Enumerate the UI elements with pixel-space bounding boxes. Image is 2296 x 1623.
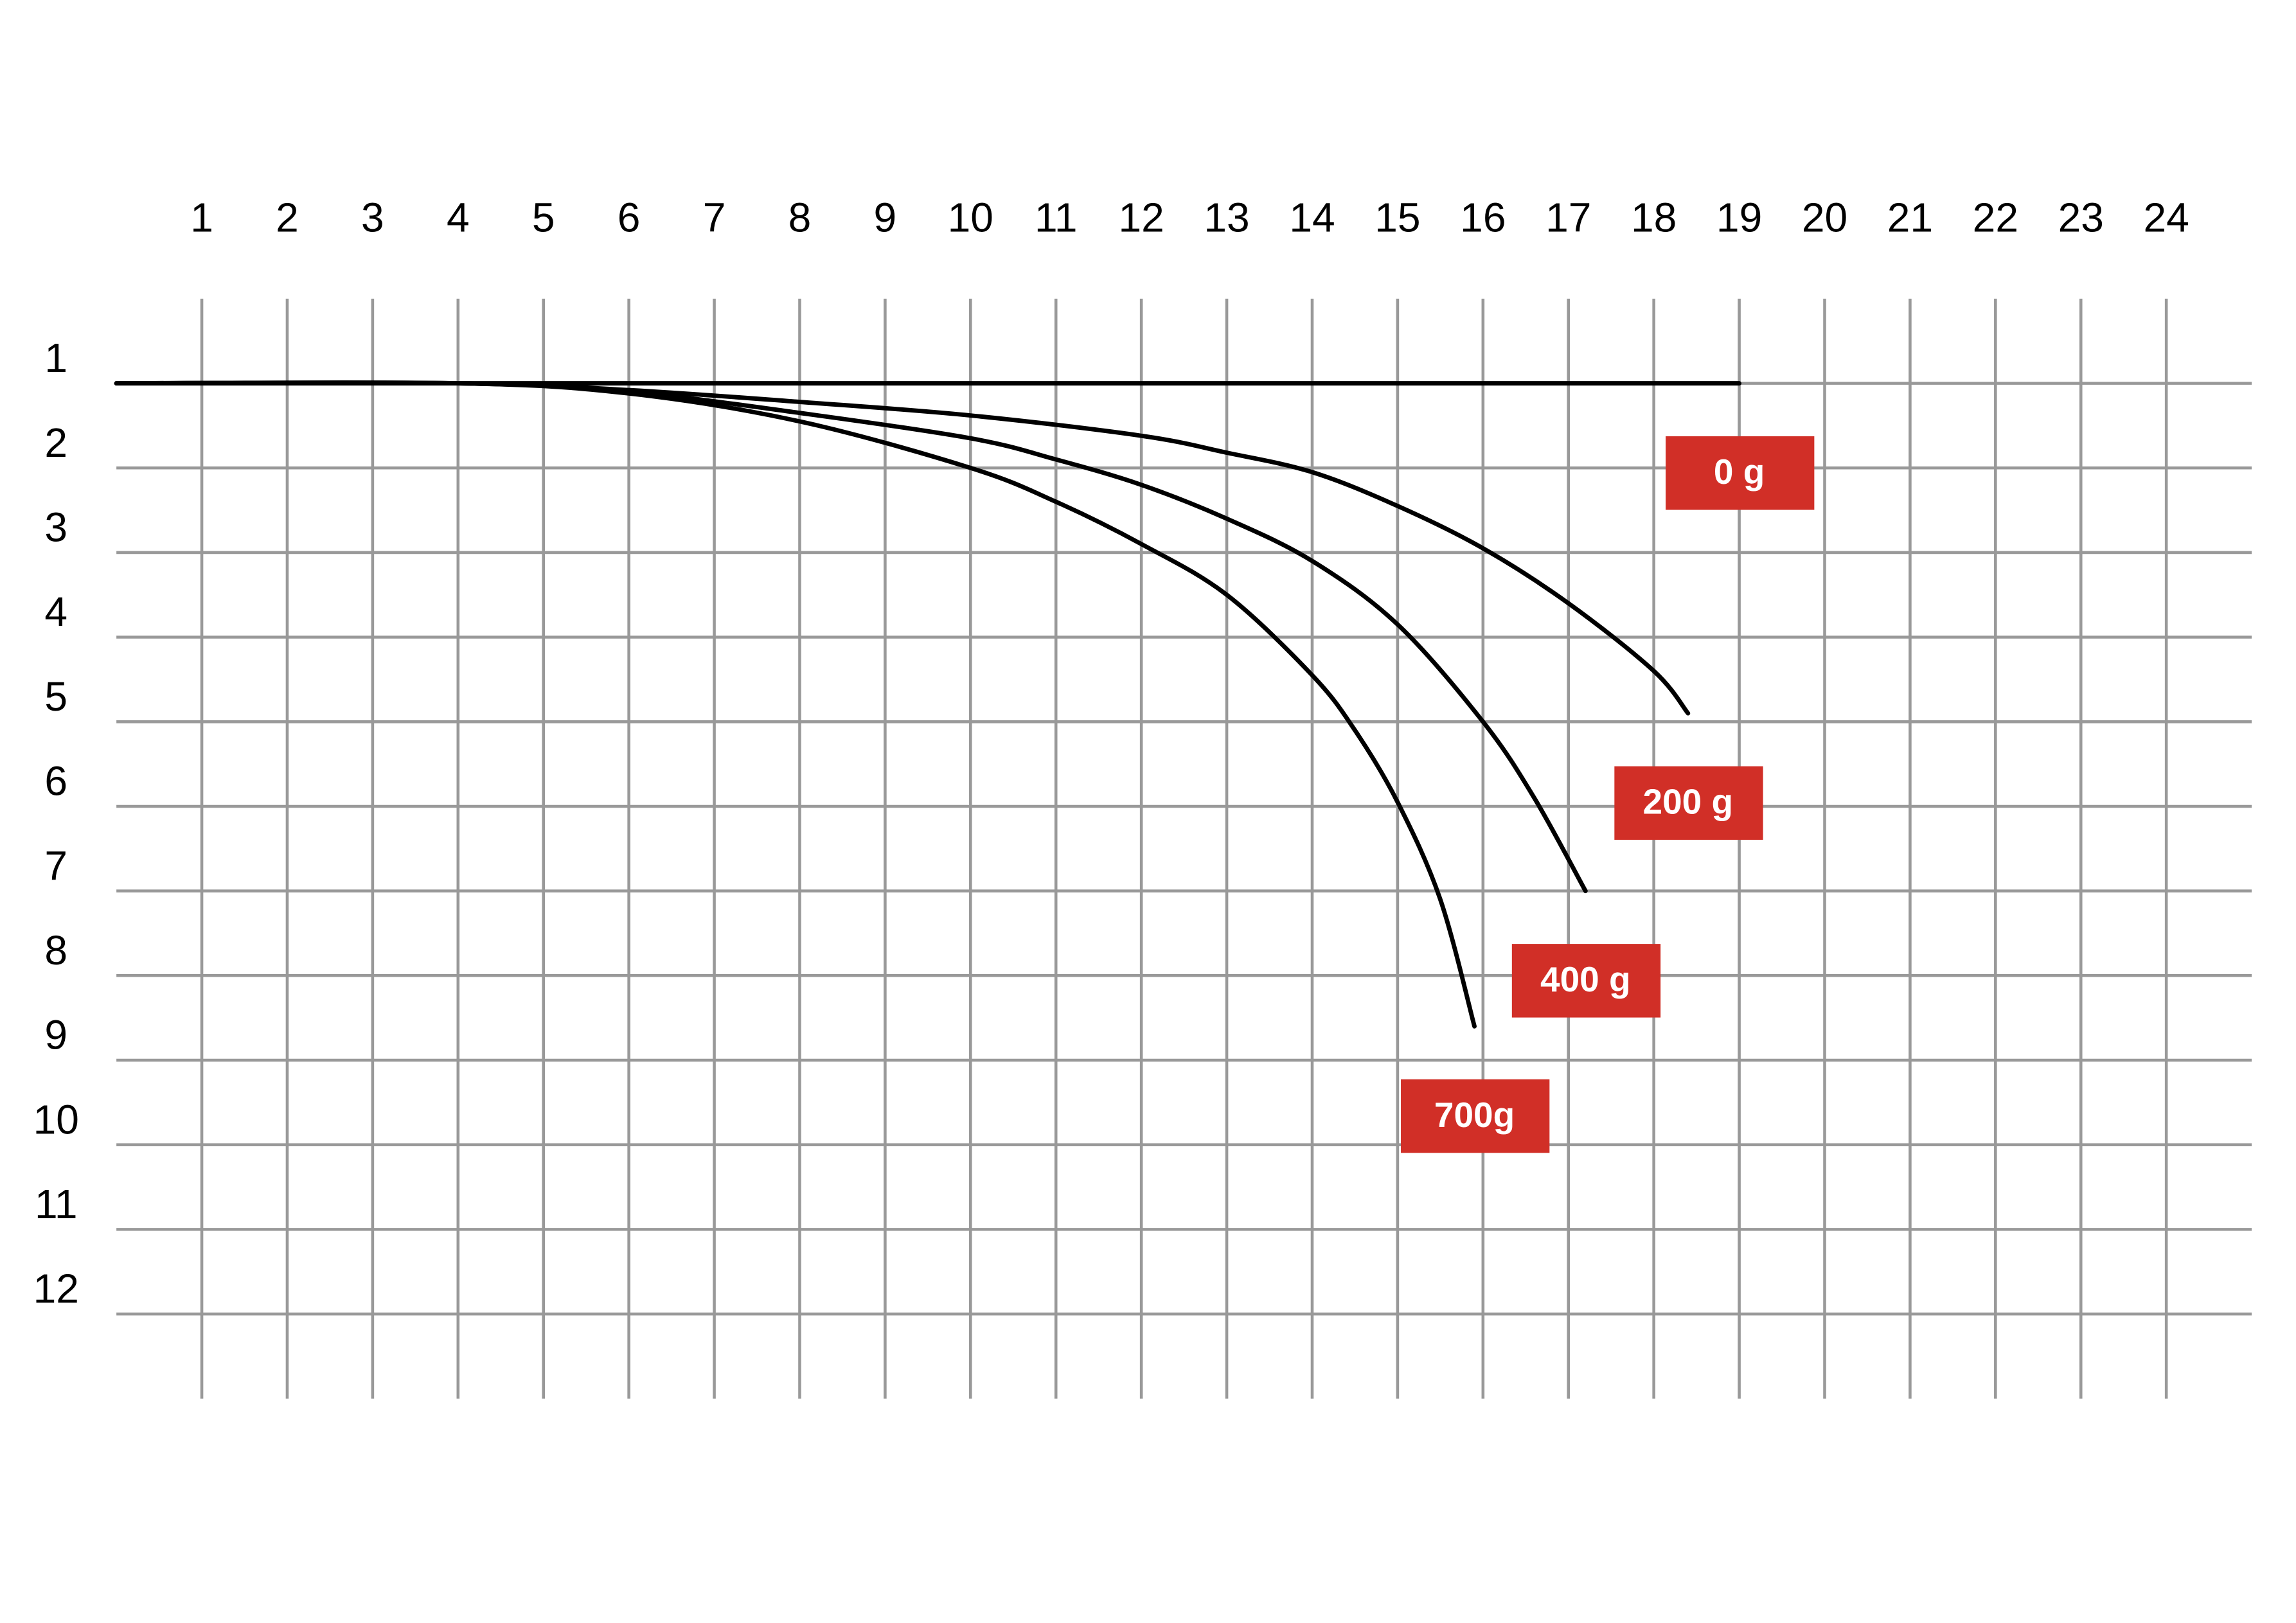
badge-label: 700g: [1434, 1095, 1515, 1135]
curve: [114, 380, 1691, 716]
y-tick-label: 5: [44, 673, 67, 720]
y-tick-label: 12: [33, 1266, 79, 1312]
y-tick-label: 3: [44, 504, 67, 551]
x-tick-label: 10: [948, 194, 993, 240]
x-tick-label: 17: [1545, 194, 1591, 240]
x-tick-label: 14: [1289, 194, 1335, 240]
x-tick-label: 19: [1716, 194, 1762, 240]
x-tick-label: 7: [703, 194, 726, 240]
x-tick-label: 13: [1204, 194, 1249, 240]
x-tick-label: 21: [1887, 194, 1933, 240]
y-tick-label: 7: [44, 842, 67, 889]
badge-label: 200 g: [1643, 782, 1734, 822]
y-tick-label: 6: [44, 758, 67, 804]
legend-badge: 400 g: [1511, 944, 1661, 1018]
x-tick-label: 12: [1118, 194, 1164, 240]
x-tick-label: 6: [618, 194, 641, 240]
badge-box: [1666, 436, 1815, 510]
x-tick-label: 5: [532, 194, 555, 240]
y-tick-label: 11: [35, 1181, 78, 1227]
curve: [114, 380, 1477, 1029]
x-tick-label: 16: [1460, 194, 1506, 240]
y-tick-label: 4: [44, 589, 67, 635]
x-tick-label: 9: [874, 194, 897, 240]
x-tick-label: 22: [1973, 194, 2018, 240]
x-tick-label: 11: [1035, 194, 1078, 240]
legend-badge: 700g: [1401, 1079, 1550, 1153]
badge-box: [1401, 1079, 1550, 1153]
badge-box: [1614, 766, 1763, 840]
x-tick-label: 18: [1631, 194, 1677, 240]
x-tick-label: 1: [190, 194, 213, 240]
x-tick-label: 8: [788, 194, 812, 240]
y-tick-label: 1: [44, 335, 67, 381]
legend-badge: 200 g: [1614, 766, 1763, 840]
x-tick-label: 20: [1802, 194, 1847, 240]
y-tick-label: 10: [33, 1096, 79, 1142]
x-tick-label: 4: [447, 194, 470, 240]
x-tick-label: 24: [2144, 194, 2189, 240]
x-tick-label: 2: [276, 194, 299, 240]
x-tick-label: 23: [2058, 194, 2104, 240]
y-tick-label: 8: [44, 927, 67, 973]
badge-label: 400 g: [1540, 959, 1631, 999]
x-tick-label: 15: [1375, 194, 1420, 240]
badge-label: 0 g: [1714, 452, 1765, 492]
y-tick-label: 2: [44, 420, 67, 466]
x-tick-label: 3: [361, 194, 384, 240]
badge-box: [1511, 944, 1661, 1018]
y-tick-label: 9: [44, 1012, 67, 1058]
legend-badge: 0 g: [1666, 436, 1815, 510]
